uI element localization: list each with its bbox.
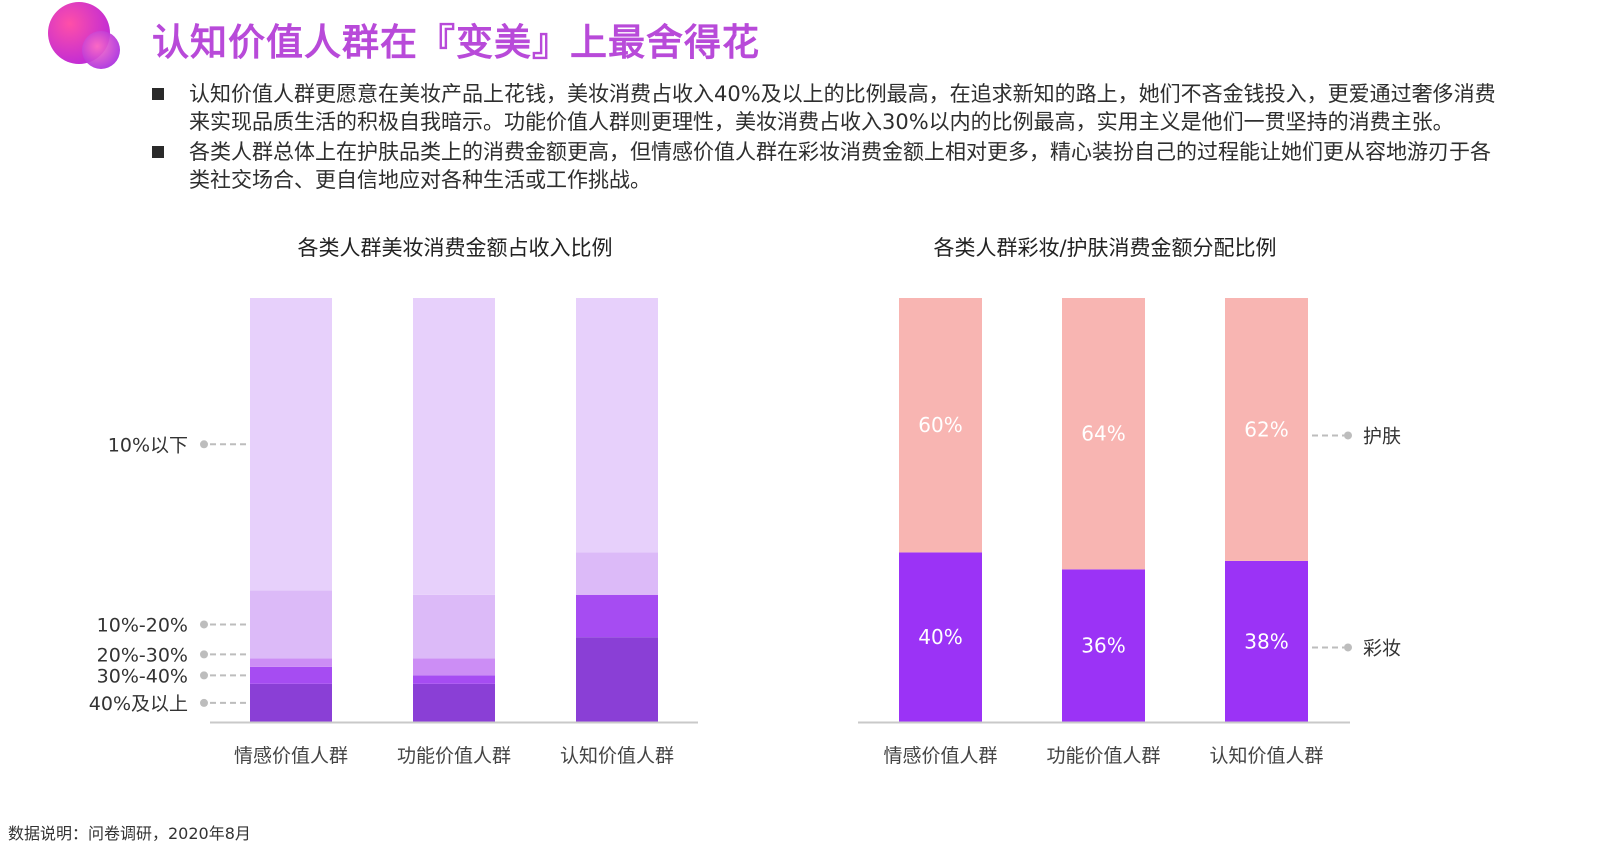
bullet-text: 认知价值人群更愿意在美妆产品上花钱，美妆消费占收入40%及以上的比例最高，在追求… [189, 82, 1496, 134]
data-label: 36% [1081, 634, 1125, 658]
legend-marker [200, 440, 208, 449]
bar-segment [1062, 298, 1145, 570]
bar-segment [250, 658, 332, 667]
bullet-item: 各类人群总体上在护肤品类上的消费金额更高，但情感价值人群在彩妆消费金额上相对更多… [152, 138, 1502, 194]
legend-label: 彩妆 [1363, 637, 1401, 659]
bar-segment [576, 637, 658, 722]
bar-segment [576, 298, 658, 553]
bar-segment [1225, 560, 1308, 722]
category-label: 功能价值人群 [397, 745, 511, 767]
data-label: 38% [1244, 629, 1288, 653]
legend-label: 20%-30% [97, 644, 188, 666]
legend-label: 30%-40% [97, 665, 188, 687]
bar-segment [413, 683, 495, 722]
legend-marker [1344, 643, 1352, 652]
category-label: 功能价值人群 [1046, 745, 1160, 767]
legend-label: 40%及以上 [89, 693, 188, 715]
bar-segment [250, 683, 332, 722]
data-label: 60% [918, 413, 962, 437]
category-label: 认知价值人群 [1209, 745, 1323, 767]
legend-marker [200, 620, 208, 629]
bullet-item: 认知价值人群更愿意在美妆产品上花钱，美妆消费占收入40%及以上的比例最高，在追求… [152, 80, 1502, 136]
brand-logo [48, 2, 128, 70]
source-note: 数据说明：问卷调研，2020年8月 [8, 824, 251, 843]
legend-marker [200, 698, 208, 707]
chart-title-makeup-skincare: 各类人群彩妆/护肤消费金额分配比例 [933, 236, 1277, 260]
legend-label: 护肤 [1363, 425, 1401, 447]
bar-segment [250, 590, 332, 659]
bar-segment [413, 594, 495, 659]
bar-segment [576, 594, 658, 638]
bar-segment [899, 552, 982, 722]
chart-title-income-ratio: 各类人群美妆消费金额占收入比例 [297, 236, 613, 260]
bar-segment [1225, 298, 1308, 561]
category-label: 情感价值人群 [234, 745, 348, 767]
category-label: 认知价值人群 [560, 745, 674, 767]
bar-segment [413, 675, 495, 684]
bullet-square-icon [152, 88, 164, 100]
bar-segment [1062, 569, 1145, 722]
logo-circle-small [82, 31, 120, 69]
legend-label: 10%以下 [108, 434, 188, 456]
bar-segment [250, 298, 332, 591]
bar-segment [576, 552, 658, 595]
legend-marker [200, 650, 208, 659]
bar-segment [250, 666, 332, 684]
data-label: 64% [1081, 422, 1125, 446]
bar-segment [413, 658, 495, 676]
summary-bullets: 认知价值人群更愿意在美妆产品上花钱，美妆消费占收入40%及以上的比例最高，在追求… [152, 80, 1502, 196]
bullet-square-icon [152, 146, 164, 158]
bar-segment [413, 298, 495, 595]
data-label: 40% [918, 625, 962, 649]
legend-label: 10%-20% [97, 614, 188, 636]
bar-segment [899, 298, 982, 553]
page-title: 认知价值人群在『变美』上最舍得花 [152, 21, 760, 64]
bullet-text: 各类人群总体上在护肤品类上的消费金额更高，但情感价值人群在彩妆消费金额上相对更多… [189, 140, 1491, 192]
category-label: 情感价值人群 [883, 745, 997, 767]
data-label: 62% [1244, 417, 1288, 441]
legend-marker [200, 671, 208, 680]
legend-marker [1344, 431, 1352, 440]
